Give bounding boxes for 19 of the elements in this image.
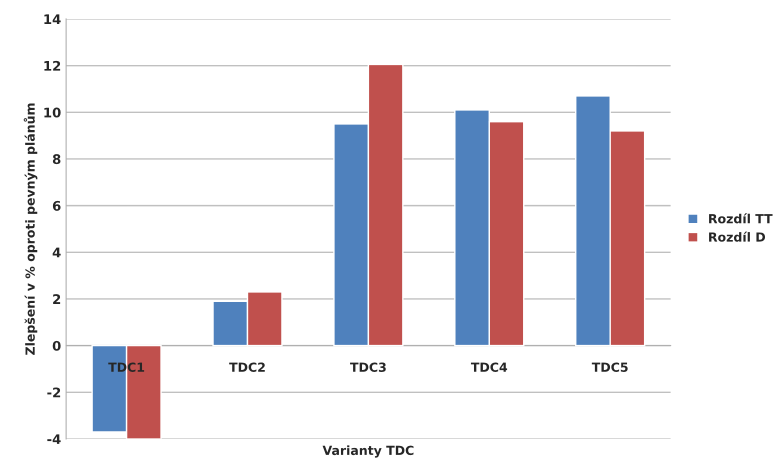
y-tick-label: 10	[44, 108, 61, 118]
y-tick-label: 4	[52, 248, 61, 258]
x-tick-label: TDC5	[592, 362, 628, 372]
x-tick-label: TDC4	[470, 362, 508, 372]
x-tick-label: TDC1	[108, 362, 144, 372]
y-tick-label: 8	[52, 154, 60, 164]
y-tick-label: 6	[52, 200, 61, 211]
y-axis-title: Zlepšení v % oproti pevným plánům	[24, 103, 38, 355]
y-tick-label: -2	[47, 387, 60, 398]
x-tick-label: TDC3	[350, 362, 386, 372]
legend-label: Rozdíl D	[709, 232, 766, 242]
y-tick-label: 14	[44, 14, 61, 24]
x-tick-label: TDC2	[229, 362, 265, 372]
legend-label: Rozdíl TT	[709, 213, 773, 224]
y-tick-label: -4	[47, 434, 61, 444]
y-tick-label: 2	[53, 294, 60, 304]
x-axis-title: Varianty TDC	[322, 445, 414, 458]
y-tick-label: 12	[44, 60, 60, 71]
y-tick-label: 0	[52, 340, 61, 351]
